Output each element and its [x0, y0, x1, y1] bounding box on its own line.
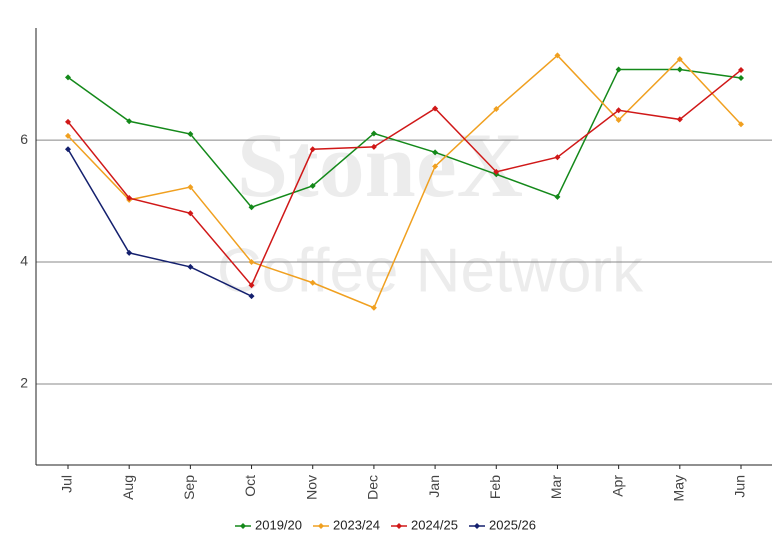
point — [126, 249, 133, 256]
point — [370, 304, 377, 311]
point — [248, 204, 255, 211]
point — [554, 193, 561, 200]
legend-marker — [318, 523, 324, 529]
point — [738, 67, 744, 74]
point — [65, 74, 71, 81]
x-tick-label: Apr — [609, 475, 625, 497]
x-tick-label: Feb — [487, 475, 503, 499]
legend-label: 2023/24 — [333, 517, 380, 532]
point — [126, 195, 133, 202]
legend-label: 2025/26 — [489, 517, 536, 532]
point — [615, 107, 622, 114]
legend-marker — [474, 523, 480, 529]
point — [248, 293, 255, 300]
series-line — [67, 148, 252, 297]
x-tick-label: Dec — [365, 475, 381, 500]
point — [370, 130, 377, 137]
legend-label: 2024/25 — [411, 517, 458, 532]
watermark: Coffee Network — [217, 236, 644, 305]
point — [554, 154, 561, 161]
point — [187, 210, 194, 217]
legend-marker — [240, 523, 246, 529]
x-tick-label: Jul — [59, 475, 75, 493]
point — [187, 263, 194, 270]
point — [493, 106, 500, 113]
point — [309, 146, 316, 153]
point — [676, 56, 683, 63]
point — [738, 121, 744, 128]
x-tick-label: Aug — [120, 475, 136, 500]
point — [248, 259, 255, 266]
y-tick-label: 4 — [20, 253, 28, 269]
series-line — [67, 69, 742, 287]
point — [615, 117, 622, 124]
point — [370, 143, 377, 150]
x-tick-label: Oct — [242, 475, 258, 497]
point — [493, 168, 500, 175]
point — [615, 66, 622, 73]
point — [65, 118, 71, 125]
point — [738, 74, 744, 81]
x-tick-label: Sep — [181, 475, 197, 500]
point — [676, 116, 683, 123]
point — [432, 149, 439, 156]
legend-marker — [396, 523, 402, 529]
point — [309, 279, 316, 286]
x-tick-label: May — [671, 475, 687, 501]
y-tick-label: 2 — [20, 375, 28, 391]
x-tick-label: Mar — [548, 475, 564, 499]
x-tick-label: Jun — [732, 475, 748, 498]
point — [554, 52, 561, 59]
point — [65, 132, 71, 139]
watermark: StoneX — [237, 114, 523, 216]
x-tick-label: Jan — [426, 475, 442, 498]
series-line — [67, 68, 742, 209]
series-line — [67, 54, 742, 309]
point — [676, 66, 683, 73]
point — [432, 163, 439, 170]
y-tick-label: 6 — [20, 131, 28, 147]
point — [187, 131, 194, 138]
x-tick-label: Nov — [303, 475, 319, 500]
point — [309, 182, 316, 189]
point — [248, 282, 255, 289]
point — [432, 105, 439, 112]
point — [126, 118, 133, 125]
point — [187, 184, 194, 191]
point — [65, 146, 71, 153]
legend-label: 2019/20 — [255, 517, 302, 532]
